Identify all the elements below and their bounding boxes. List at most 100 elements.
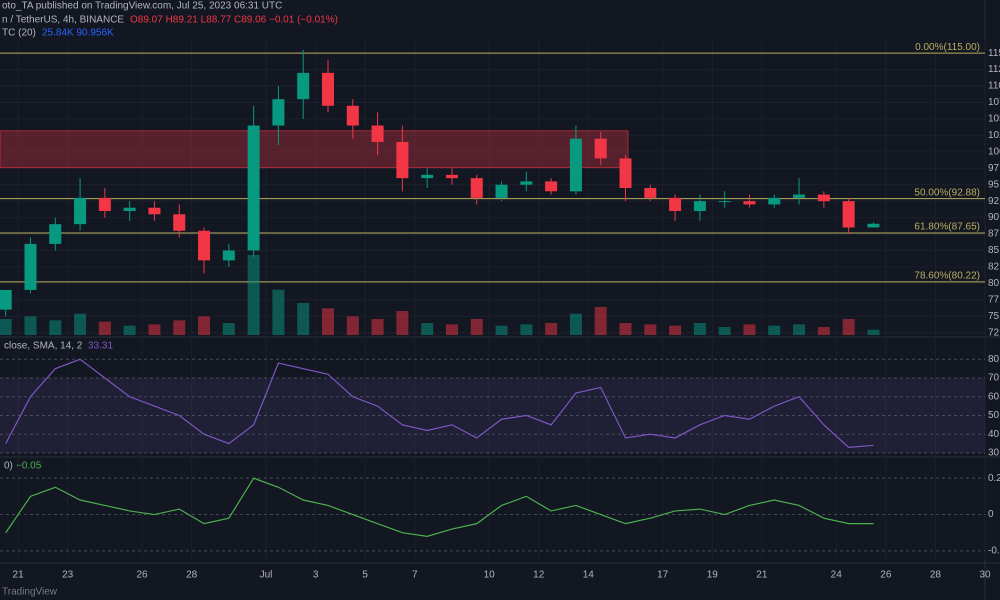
candle-body: [545, 181, 558, 192]
y-tick-label: 30: [988, 448, 1000, 459]
y-tick-label: 80: [988, 354, 1000, 365]
volume-bar: [24, 316, 37, 335]
brand: TradingView: [2, 587, 58, 598]
volume-bar: [421, 323, 434, 335]
y-tick-label: 70: [988, 373, 1000, 384]
x-tick-label: Jul: [260, 570, 273, 581]
candle-body: [49, 224, 62, 244]
y-tick-label: 77.5: [988, 294, 1000, 305]
fib-label: 0.00%(115.00): [915, 42, 980, 53]
y-tick-label: 102.5: [988, 130, 1000, 141]
candle-body: [421, 174, 434, 179]
volume-bar: [74, 313, 87, 335]
candle-body: [867, 223, 880, 228]
volume-bar: [569, 313, 582, 335]
volume-bar: [644, 324, 657, 335]
y-tick-label: 0.2: [988, 473, 1000, 484]
y-tick-label: 110: [988, 81, 1000, 92]
indicator-line: [5, 358, 874, 448]
candle-body: [743, 201, 756, 205]
candle-body: [669, 197, 682, 212]
y-tick-label: 90: [988, 212, 1000, 223]
fib-label: 50.00%(92.88): [914, 187, 980, 198]
x-tick-label: 19: [707, 570, 719, 581]
x-tick-label: 21: [13, 570, 25, 581]
x-tick-label: 28: [186, 570, 198, 581]
volume-bar: [247, 255, 260, 335]
y-tick-label: 100: [988, 146, 1000, 157]
volume-bar: [0, 319, 12, 335]
candle-body: [768, 197, 781, 205]
candle-body: [371, 125, 384, 142]
volume-bar: [793, 324, 806, 335]
y-tick-label: 60: [988, 391, 1000, 402]
volume-values: 25.84K 90.956K: [42, 28, 114, 39]
y-tick-label: 97.5: [988, 163, 1000, 174]
volume-bar: [470, 319, 483, 335]
indicator-value: 33.31: [88, 341, 113, 352]
candle-body: [495, 184, 508, 198]
ohlc: O89.07 H89.21 L88.77 C89.06 −0.01 (−0.01…: [130, 15, 338, 26]
volume-bar: [148, 324, 161, 335]
candle-body: [346, 105, 359, 126]
resistance-zone: [0, 130, 629, 169]
volume-bar: [669, 325, 682, 335]
x-tick-label: 21: [756, 570, 768, 581]
x-tick-label: 17: [657, 570, 669, 581]
volume-bar: [297, 303, 310, 335]
candle-body: [817, 194, 830, 202]
y-tick-label: 87.5: [988, 229, 1000, 240]
candle-body: [842, 201, 855, 228]
x-tick-label: 12: [533, 570, 545, 581]
candle-body: [520, 181, 533, 185]
y-tick-label: 0: [988, 509, 994, 520]
y-tick-label: 72.5: [988, 327, 1000, 338]
candle-body: [693, 201, 706, 212]
x-tick-label: 28: [930, 570, 942, 581]
candle-body: [594, 138, 607, 159]
volume-bar: [322, 308, 335, 335]
y-tick-label: 112.5: [988, 64, 1000, 75]
volume-bar: [222, 323, 235, 335]
volume-bar: [495, 325, 508, 335]
x-tick-label: 10: [484, 570, 496, 581]
volume-bar: [346, 316, 359, 335]
candle-body: [123, 207, 136, 212]
candle-body: [198, 230, 211, 261]
y-tick-label: 50: [988, 410, 1000, 421]
volume-bar: [98, 321, 111, 335]
candle-body: [247, 125, 260, 251]
volume-bar: [867, 329, 880, 335]
y-tick-label: -0.2: [988, 546, 1000, 557]
candle-body: [297, 72, 310, 100]
y-tick-label: 105: [988, 114, 1000, 125]
indicator-value: −0.05: [16, 461, 42, 472]
y-tick-label: 92.5: [988, 196, 1000, 207]
x-tick-label: 3: [313, 570, 319, 581]
volume-bar: [768, 325, 781, 335]
candle-body: [272, 99, 285, 126]
x-tick-label: 23: [62, 570, 74, 581]
volume-bar: [396, 311, 409, 335]
x-tick-label: 24: [831, 570, 843, 581]
volume-bar: [743, 324, 756, 335]
volume-bar: [173, 320, 186, 335]
indicator-line: [5, 477, 874, 537]
y-tick-label: 82.5: [988, 262, 1000, 273]
volume-bar: [198, 316, 211, 335]
candle-body: [396, 141, 409, 179]
volume-bar: [619, 323, 632, 335]
candle-body: [74, 197, 87, 225]
volume-bar: [445, 324, 458, 335]
candle-body: [644, 187, 657, 198]
candle-body: [322, 72, 335, 106]
y-tick-label: 75: [988, 311, 1000, 322]
volume-bar: [693, 323, 706, 335]
volume-bar: [545, 323, 558, 335]
volume-bar: [520, 324, 533, 335]
x-tick-label: 5: [362, 570, 368, 581]
candle-body: [718, 201, 731, 203]
candle-body: [24, 243, 37, 290]
indicator-title: 0): [4, 461, 13, 472]
volume-bar: [371, 319, 384, 335]
